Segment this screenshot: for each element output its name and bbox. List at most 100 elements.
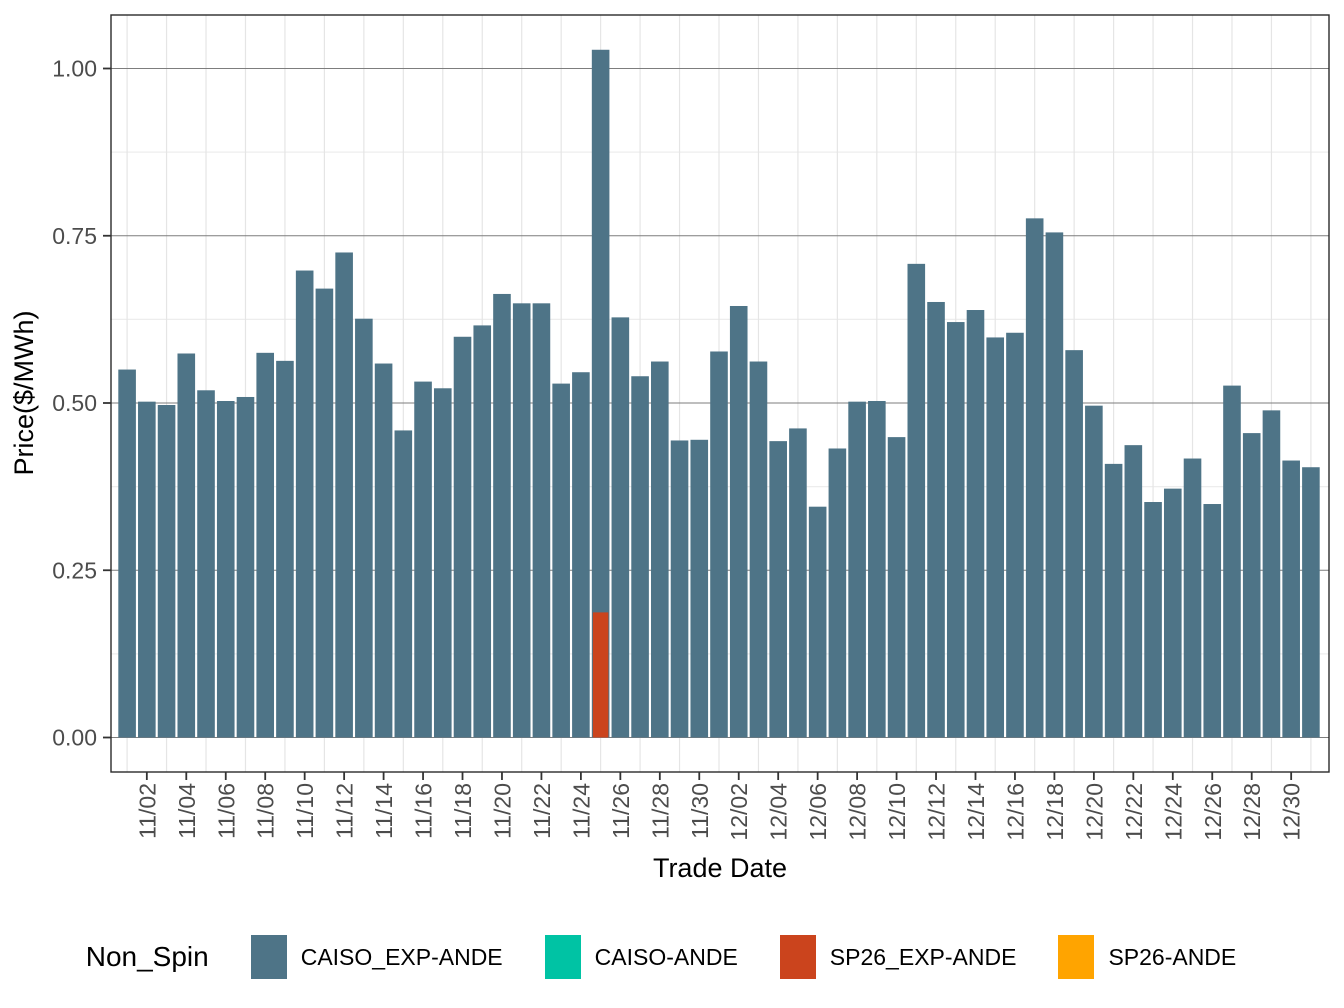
bar-CAISO_EXP-ANDE-11/12: [335, 252, 353, 738]
legend-swatch-SP26_EXP-ANDE: [779, 935, 816, 979]
x-tick-label: 12/08: [845, 783, 871, 841]
x-tick-label: 11/24: [568, 783, 594, 839]
x-tick-label: 12/16: [1002, 783, 1028, 841]
x-tick-label: 12/18: [1042, 783, 1068, 841]
y-axis-title: Price($/MWh): [9, 310, 39, 475]
bar-CAISO_EXP-ANDE-11/20: [493, 293, 511, 738]
x-tick-label: 11/28: [647, 783, 673, 839]
legend-label: CAISO_EXP-ANDE: [300, 943, 503, 970]
legend-item-SP26_EXP-ANDE: SP26_EXP-ANDE: [779, 935, 1039, 979]
bar-CAISO_EXP-ANDE-11/03: [157, 405, 176, 738]
x-tick-label: 12/12: [924, 783, 950, 841]
bar-CAISO_EXP-ANDE-12/29: [1262, 410, 1281, 738]
bar-CAISO_EXP-ANDE-11/24: [572, 372, 590, 738]
x-tick-label: 11/22: [529, 783, 555, 839]
legend-label: SP26_EXP-ANDE: [829, 943, 1017, 970]
bar-CAISO_EXP-ANDE-11/27: [631, 376, 649, 738]
x-tick-label: 11/02: [134, 783, 160, 839]
bar-CAISO_EXP-ANDE-11/21: [512, 303, 531, 738]
bar-CAISO_EXP-ANDE-12/14: [966, 310, 985, 738]
legend-items: CAISO_EXP-ANDE CAISO-ANDE SP26_EXP-ANDE SP2…: [231, 935, 1259, 979]
bar-CAISO_EXP-ANDE-11/04: [177, 353, 196, 738]
x-tick-label: 11/06: [213, 783, 239, 839]
bar-CAISO_EXP-ANDE-11/28: [651, 361, 669, 738]
bar-CAISO_EXP-ANDE-11/29: [670, 440, 689, 738]
x-tick-label: 11/18: [450, 783, 476, 839]
x-tick-label: 12/26: [1200, 783, 1226, 841]
x-tick-label: 12/02: [726, 783, 752, 841]
x-tick-label: 11/10: [292, 783, 318, 839]
x-tick-label: 11/16: [411, 783, 437, 839]
bar-CAISO_EXP-ANDE-12/05: [789, 428, 807, 738]
y-tick-label: 0.50: [52, 390, 97, 416]
bar-CAISO_EXP-ANDE-12/10: [887, 437, 906, 738]
x-tick-label: 12/14: [963, 783, 989, 841]
legend-label: CAISO-ANDE: [594, 943, 738, 970]
bar-CAISO_EXP-ANDE-12/31: [1302, 467, 1320, 738]
bar-CAISO_EXP-ANDE-11/07: [236, 396, 255, 738]
bar-SP26_EXP-ANDE-11/25: [592, 612, 609, 738]
bar-CAISO_EXP-ANDE-11/14: [374, 363, 393, 738]
x-tick-label: 12/20: [1081, 783, 1107, 841]
x-axis-title: Trade Date: [653, 853, 787, 883]
bar-CAISO_EXP-ANDE-12/22: [1124, 445, 1143, 738]
bar-CAISO_EXP-ANDE-12/18: [1045, 232, 1064, 738]
legend-swatch-SP26-ANDE: [1058, 935, 1095, 979]
legend-swatch-CAISO-ANDE: [544, 935, 581, 979]
bar-CAISO_EXP-ANDE-11/11: [315, 288, 334, 738]
bar-CAISO_EXP-ANDE-11/13: [355, 318, 373, 738]
x-tick-label: 12/10: [884, 783, 910, 841]
bar-CAISO_EXP-ANDE-12/20: [1085, 405, 1103, 738]
bar-CAISO_EXP-ANDE-11/01: [118, 369, 136, 738]
y-tick-label: 0.75: [52, 223, 97, 249]
bar-CAISO_EXP-ANDE-11/22: [532, 303, 551, 738]
x-tick-label: 11/12: [332, 783, 358, 839]
bar-CAISO_EXP-ANDE-12/11: [907, 263, 926, 738]
axis-ticks: [103, 67, 1293, 780]
x-tick-label: 11/14: [371, 783, 397, 839]
bar-CAISO_EXP-ANDE-12/03: [749, 361, 768, 738]
bar-CAISO_EXP-ANDE-12/17: [1025, 218, 1044, 738]
x-tick-label: 12/30: [1279, 783, 1305, 841]
bar-CAISO_EXP-ANDE-11/08: [256, 352, 275, 738]
x-tick-label: 11/20: [489, 783, 515, 839]
x-tick-label: 11/04: [174, 783, 200, 839]
legend-item-CAISO-ANDE: CAISO-ANDE: [544, 935, 760, 979]
bar-CAISO_EXP-ANDE-11/05: [197, 390, 215, 738]
x-tick-label: 12/22: [1121, 783, 1147, 841]
bar-CAISO_EXP-ANDE-11/30: [690, 439, 709, 738]
bar-CAISO_EXP-ANDE-12/27: [1223, 385, 1241, 738]
bar-CAISO_EXP-ANDE-12/07: [828, 448, 847, 738]
bar-CAISO_EXP-ANDE-11/18: [453, 336, 472, 738]
bar-CAISO_EXP-ANDE-12/09: [868, 400, 886, 738]
bar-CAISO_EXP-ANDE-11/16: [414, 381, 432, 738]
x-tick-label: 11/30: [687, 783, 713, 839]
bar-CAISO_EXP-ANDE-11/02: [138, 401, 156, 738]
legend: Non_Spin CAISO_EXP-ANDE CAISO-ANDE SP26_EX…: [0, 921, 1344, 993]
bar-CAISO_EXP-ANDE-11/23: [552, 383, 570, 738]
bar-CAISO_EXP-ANDE-12/12: [927, 301, 945, 738]
legend-item-CAISO_EXP-ANDE: CAISO_EXP-ANDE: [250, 935, 525, 979]
bar-CAISO_EXP-ANDE-12/26: [1203, 504, 1222, 738]
axis-tick-labels: 0.00 0.25 0.50 0.75 1.00 11/02 11/04 11/06 11/08…: [52, 56, 1304, 841]
bar-CAISO_EXP-ANDE-12/16: [1006, 332, 1024, 738]
x-tick-label: 12/28: [1239, 783, 1265, 841]
bar-CAISO_EXP-ANDE-12/06: [808, 506, 827, 738]
bar-CAISO_EXP-ANDE-12/19: [1065, 350, 1083, 738]
bar-CAISO_EXP-ANDE-11/15: [394, 430, 413, 738]
bar-CAISO_EXP-ANDE-12/02: [729, 305, 748, 738]
bars: [118, 49, 1320, 738]
x-tick-label: 12/04: [766, 783, 792, 841]
x-tick-label: 12/06: [805, 783, 831, 841]
bar-CAISO_EXP-ANDE-11/17: [433, 388, 452, 738]
bar-CAISO_EXP-ANDE-12/21: [1104, 463, 1123, 738]
bar-CAISO_EXP-ANDE-11/10: [295, 270, 314, 738]
bar-CAISO_EXP-ANDE-11/19: [473, 325, 492, 738]
y-tick-label: 0.00: [52, 725, 97, 751]
legend-title: Non_Spin: [85, 941, 209, 972]
bar-CAISO_EXP-ANDE-12/30: [1282, 460, 1300, 738]
y-tick-label: 1.00: [52, 56, 97, 82]
panel-border: [110, 14, 1330, 773]
bar-CAISO_EXP-ANDE-11/06: [216, 400, 235, 738]
